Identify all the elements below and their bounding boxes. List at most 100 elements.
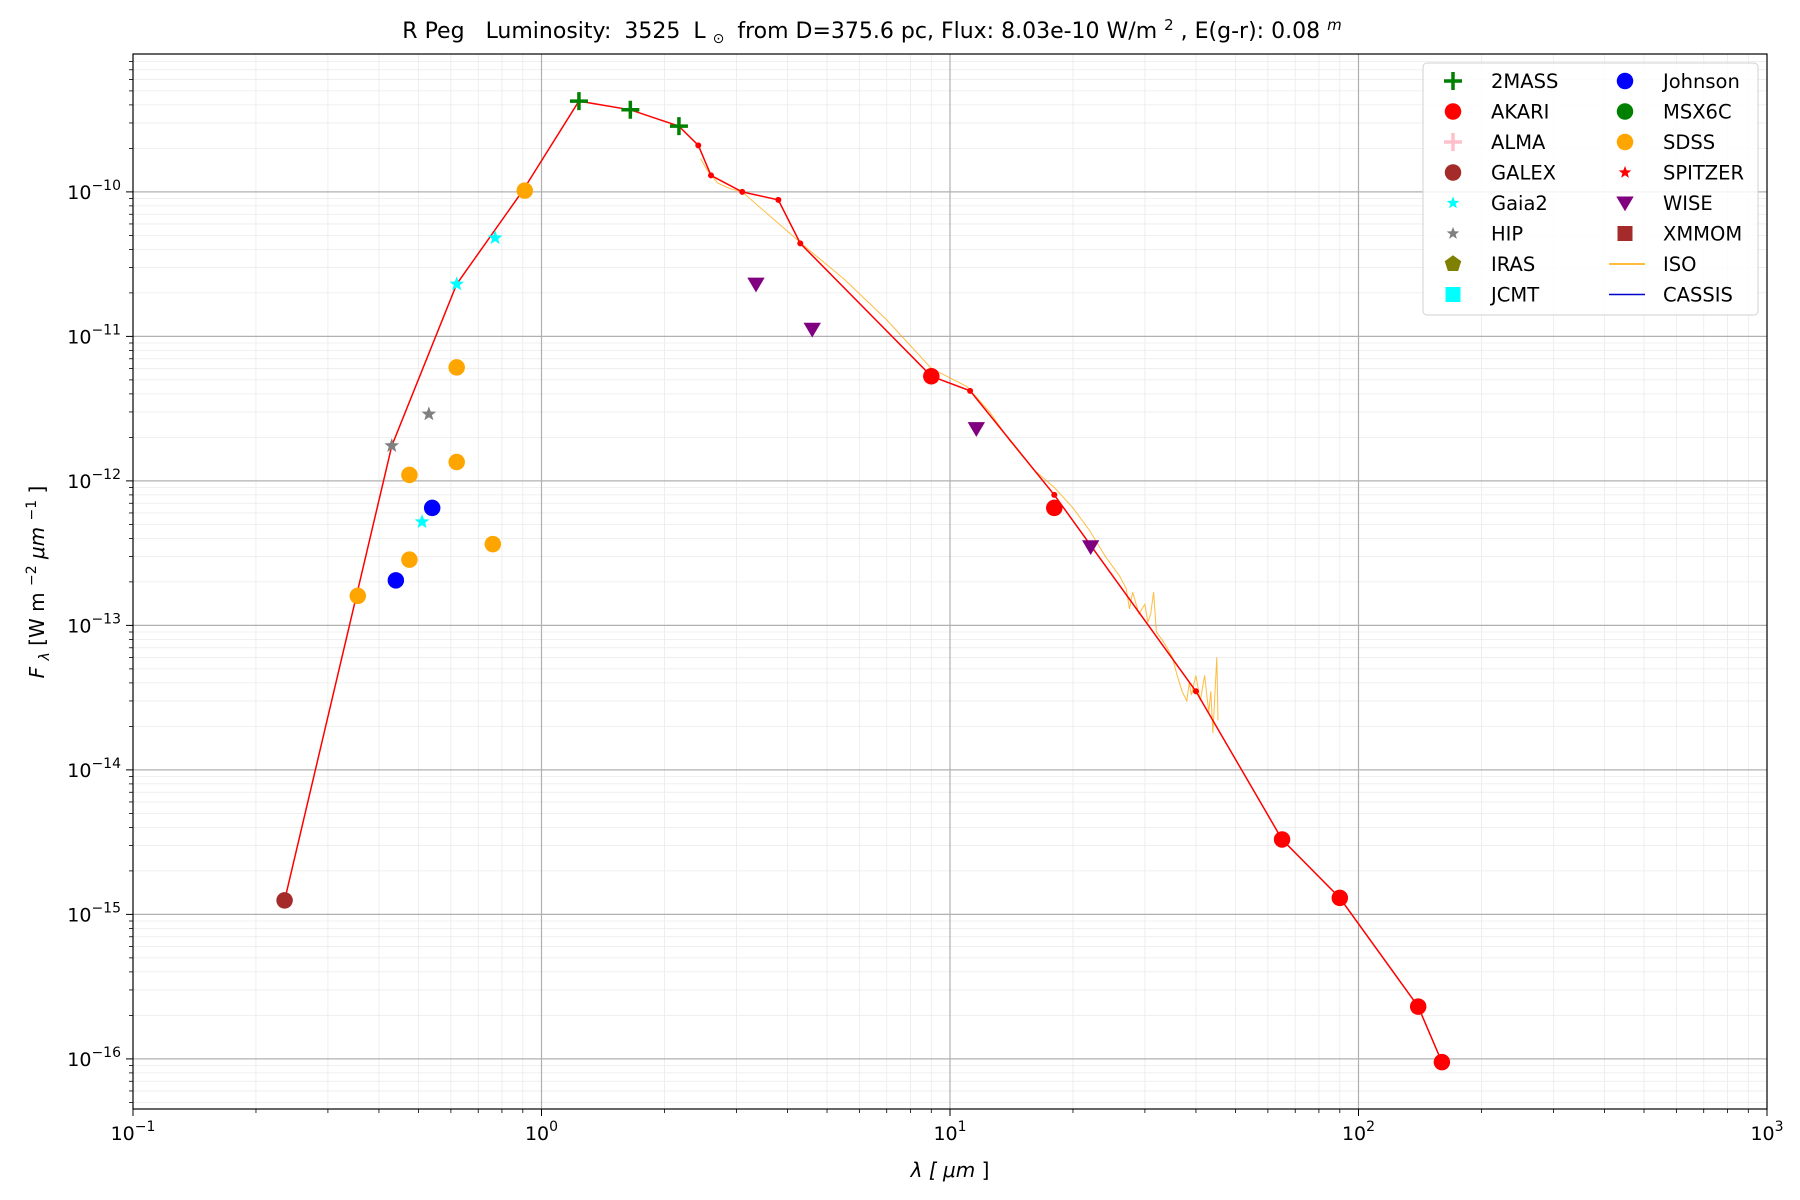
y-axis-label: F λ [W m −2 μm −1 ] — [17, 486, 54, 679]
legend-marker-hip — [1446, 226, 1460, 239]
y-axis-label-main: F — [25, 666, 49, 678]
chart-title: R Peg Luminosity: 3525 L ⊙ from D=375.6 … — [402, 11, 1341, 49]
title-luminosity-unit: L — [693, 19, 706, 44]
marker-gaia2 — [414, 514, 430, 529]
y-tick-exponent: −15 — [91, 900, 121, 916]
legend-marker-xmmom — [1617, 226, 1633, 241]
iso-spectrum-line — [700, 158, 1219, 734]
y-axis-label-close: ] — [25, 486, 49, 494]
legend-marker-alma — [1444, 133, 1462, 151]
y-axis-label-sup1: −2 — [24, 565, 40, 586]
x-tick-label: 103 — [1750, 1119, 1783, 1145]
marker-johnson — [423, 499, 441, 517]
legend-label-xmmom: XMMOM — [1663, 223, 1742, 246]
y-tick-base: 10 — [67, 904, 91, 926]
y-tick-label: 10−13 — [67, 611, 121, 637]
marker-wise — [803, 322, 821, 338]
y-axis-label-rest: [W m — [25, 592, 49, 645]
marker-akari — [1046, 499, 1063, 517]
model-point — [739, 188, 746, 195]
marker-sdss — [349, 587, 367, 605]
y-tick-base: 10 — [67, 326, 91, 348]
legend-label-galex: GALEX — [1491, 162, 1556, 185]
x-tick-base: 10 — [1750, 1123, 1774, 1145]
legend-label-alma: ALMA — [1491, 131, 1546, 154]
x-tick-base: 10 — [1342, 1123, 1366, 1145]
y-tick-base: 10 — [67, 760, 91, 782]
legend: 2MASS AKARI ALMA GALEX Gaia2 HIP IRAS JCMT Johns… — [1422, 62, 1759, 316]
model-point — [695, 142, 702, 149]
x-tick-label: 10−1 — [111, 1119, 156, 1145]
x-tick-exponent: 3 — [1775, 1119, 1784, 1135]
x-tick-base: 10 — [111, 1123, 135, 1145]
y-tick-exponent: −10 — [91, 178, 121, 194]
photometry-markers — [276, 92, 1451, 1071]
x-axis-label-main: λ [ — [910, 1158, 938, 1182]
legend-label-2mass: 2MASS — [1491, 70, 1558, 93]
x-axis-label-close: ] — [982, 1158, 990, 1182]
model-point — [797, 240, 804, 247]
x-tick-label: 102 — [1342, 1119, 1375, 1145]
title-magnitude-sup: m — [1327, 16, 1342, 34]
marker-galex — [276, 892, 293, 909]
x-axis-ticks: 10−1 100 101 102 103 — [111, 1109, 1784, 1145]
marker-2mass — [569, 92, 588, 111]
marker-gaia2 — [487, 230, 503, 245]
major-gridlines — [133, 54, 1767, 1109]
legend-label-msx6c: MSX6C — [1663, 101, 1732, 124]
legend-marker-johnson — [1616, 72, 1634, 90]
legend-marker-wise — [1616, 196, 1634, 212]
marker-sdss — [448, 453, 465, 471]
marker-sdss — [484, 535, 502, 553]
title-distance-flux: from D=375.6 pc, Flux: 8.03e-10 W/m — [737, 19, 1157, 44]
title-extinction: , E(g-r): 0.08 — [1181, 19, 1320, 44]
x-tick-label: 101 — [933, 1119, 966, 1145]
x-tick-label: 100 — [525, 1119, 558, 1145]
y-axis-label-sup2: −1 — [24, 500, 40, 521]
marker-gaia2 — [449, 276, 465, 291]
legend-label-iso: ISO — [1663, 253, 1696, 276]
legend-marker-jcmt — [1445, 287, 1461, 302]
y-tick-base: 10 — [67, 182, 91, 204]
y-axis-label-sub: λ — [37, 652, 53, 661]
marker-wise — [1081, 540, 1100, 556]
legend-label-iras: IRAS — [1491, 253, 1535, 276]
marker-sdss — [516, 182, 534, 199]
y-axis-label-unit: μm — [25, 527, 49, 560]
marker-wise — [967, 422, 986, 437]
title-sun-symbol: ⊙ — [713, 31, 725, 47]
title-luminosity-label: Luminosity: — [486, 19, 612, 44]
y-tick-label: 10−14 — [67, 756, 121, 782]
x-tick-exponent: −1 — [135, 1119, 156, 1135]
legend-marker-akari — [1444, 103, 1462, 120]
legend-label-jcmt: JCMT — [1489, 284, 1539, 307]
marker-akari — [1433, 1053, 1451, 1071]
y-tick-exponent: −14 — [91, 756, 121, 772]
y-tick-label: 10−16 — [67, 1045, 121, 1071]
x-tick-exponent: 0 — [549, 1119, 558, 1135]
y-tick-label: 10−15 — [67, 900, 121, 926]
y-tick-exponent: −12 — [91, 467, 121, 483]
marker-akari — [1273, 831, 1291, 848]
legend-label-sdss: SDSS — [1663, 131, 1715, 154]
model-point — [708, 172, 715, 179]
legend-label-hip: HIP — [1491, 223, 1523, 246]
y-tick-base: 10 — [67, 1049, 91, 1071]
legend-marker-gaia2 — [1446, 196, 1460, 209]
marker-sdss — [401, 551, 418, 568]
marker-sdss — [448, 359, 465, 376]
y-tick-label: 10−10 — [67, 178, 121, 204]
marker-akari — [923, 367, 940, 385]
legend-label-akari: AKARI — [1491, 101, 1549, 124]
title-flux-exponent: 2 — [1164, 16, 1174, 34]
marker-johnson — [387, 572, 405, 589]
x-tick-base: 10 — [525, 1123, 549, 1145]
legend-marker-galex — [1444, 164, 1462, 181]
plot-content — [276, 92, 1451, 1071]
x-axis-label-unit: μm — [942, 1158, 975, 1182]
y-tick-label: 10−12 — [67, 467, 121, 493]
model-point — [1051, 491, 1058, 498]
marker-2mass — [669, 117, 688, 136]
x-tick-exponent: 2 — [1366, 1119, 1375, 1135]
